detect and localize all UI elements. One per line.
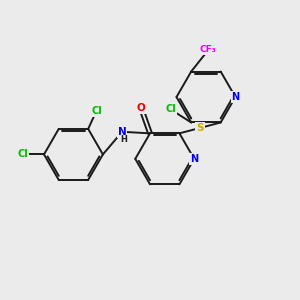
Text: N: N <box>231 92 239 102</box>
Text: S: S <box>196 123 204 133</box>
Text: O: O <box>137 103 146 113</box>
Text: H: H <box>121 135 128 144</box>
Text: Cl: Cl <box>92 106 102 116</box>
Text: Cl: Cl <box>17 149 28 159</box>
Text: Cl: Cl <box>165 104 176 114</box>
Text: N: N <box>118 127 126 137</box>
Text: CF₃: CF₃ <box>199 45 216 54</box>
Text: N: N <box>190 154 198 164</box>
